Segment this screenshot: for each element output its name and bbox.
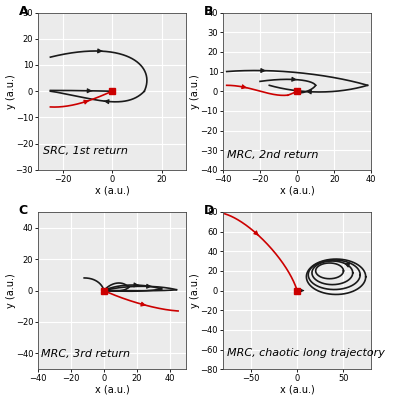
Y-axis label: y (a.u.): y (a.u.) bbox=[6, 273, 16, 308]
Text: MRC, 3rd return: MRC, 3rd return bbox=[41, 349, 130, 359]
Text: MRC, 2nd return: MRC, 2nd return bbox=[227, 150, 318, 160]
Y-axis label: y (a.u.): y (a.u.) bbox=[191, 74, 201, 108]
Text: D: D bbox=[204, 204, 214, 217]
Text: C: C bbox=[19, 204, 28, 217]
X-axis label: x (a.u.): x (a.u.) bbox=[280, 185, 314, 195]
Y-axis label: y (a.u.): y (a.u.) bbox=[6, 74, 16, 108]
Y-axis label: y (a.u.): y (a.u.) bbox=[191, 273, 201, 308]
X-axis label: x (a.u.): x (a.u.) bbox=[95, 384, 130, 394]
X-axis label: x (a.u.): x (a.u.) bbox=[95, 185, 130, 195]
Text: SRC, 1st return: SRC, 1st return bbox=[43, 146, 128, 156]
Text: MRC, chaotic long trajectory: MRC, chaotic long trajectory bbox=[227, 348, 384, 358]
Text: B: B bbox=[204, 5, 213, 18]
X-axis label: x (a.u.): x (a.u.) bbox=[280, 384, 314, 394]
Text: A: A bbox=[19, 5, 28, 18]
